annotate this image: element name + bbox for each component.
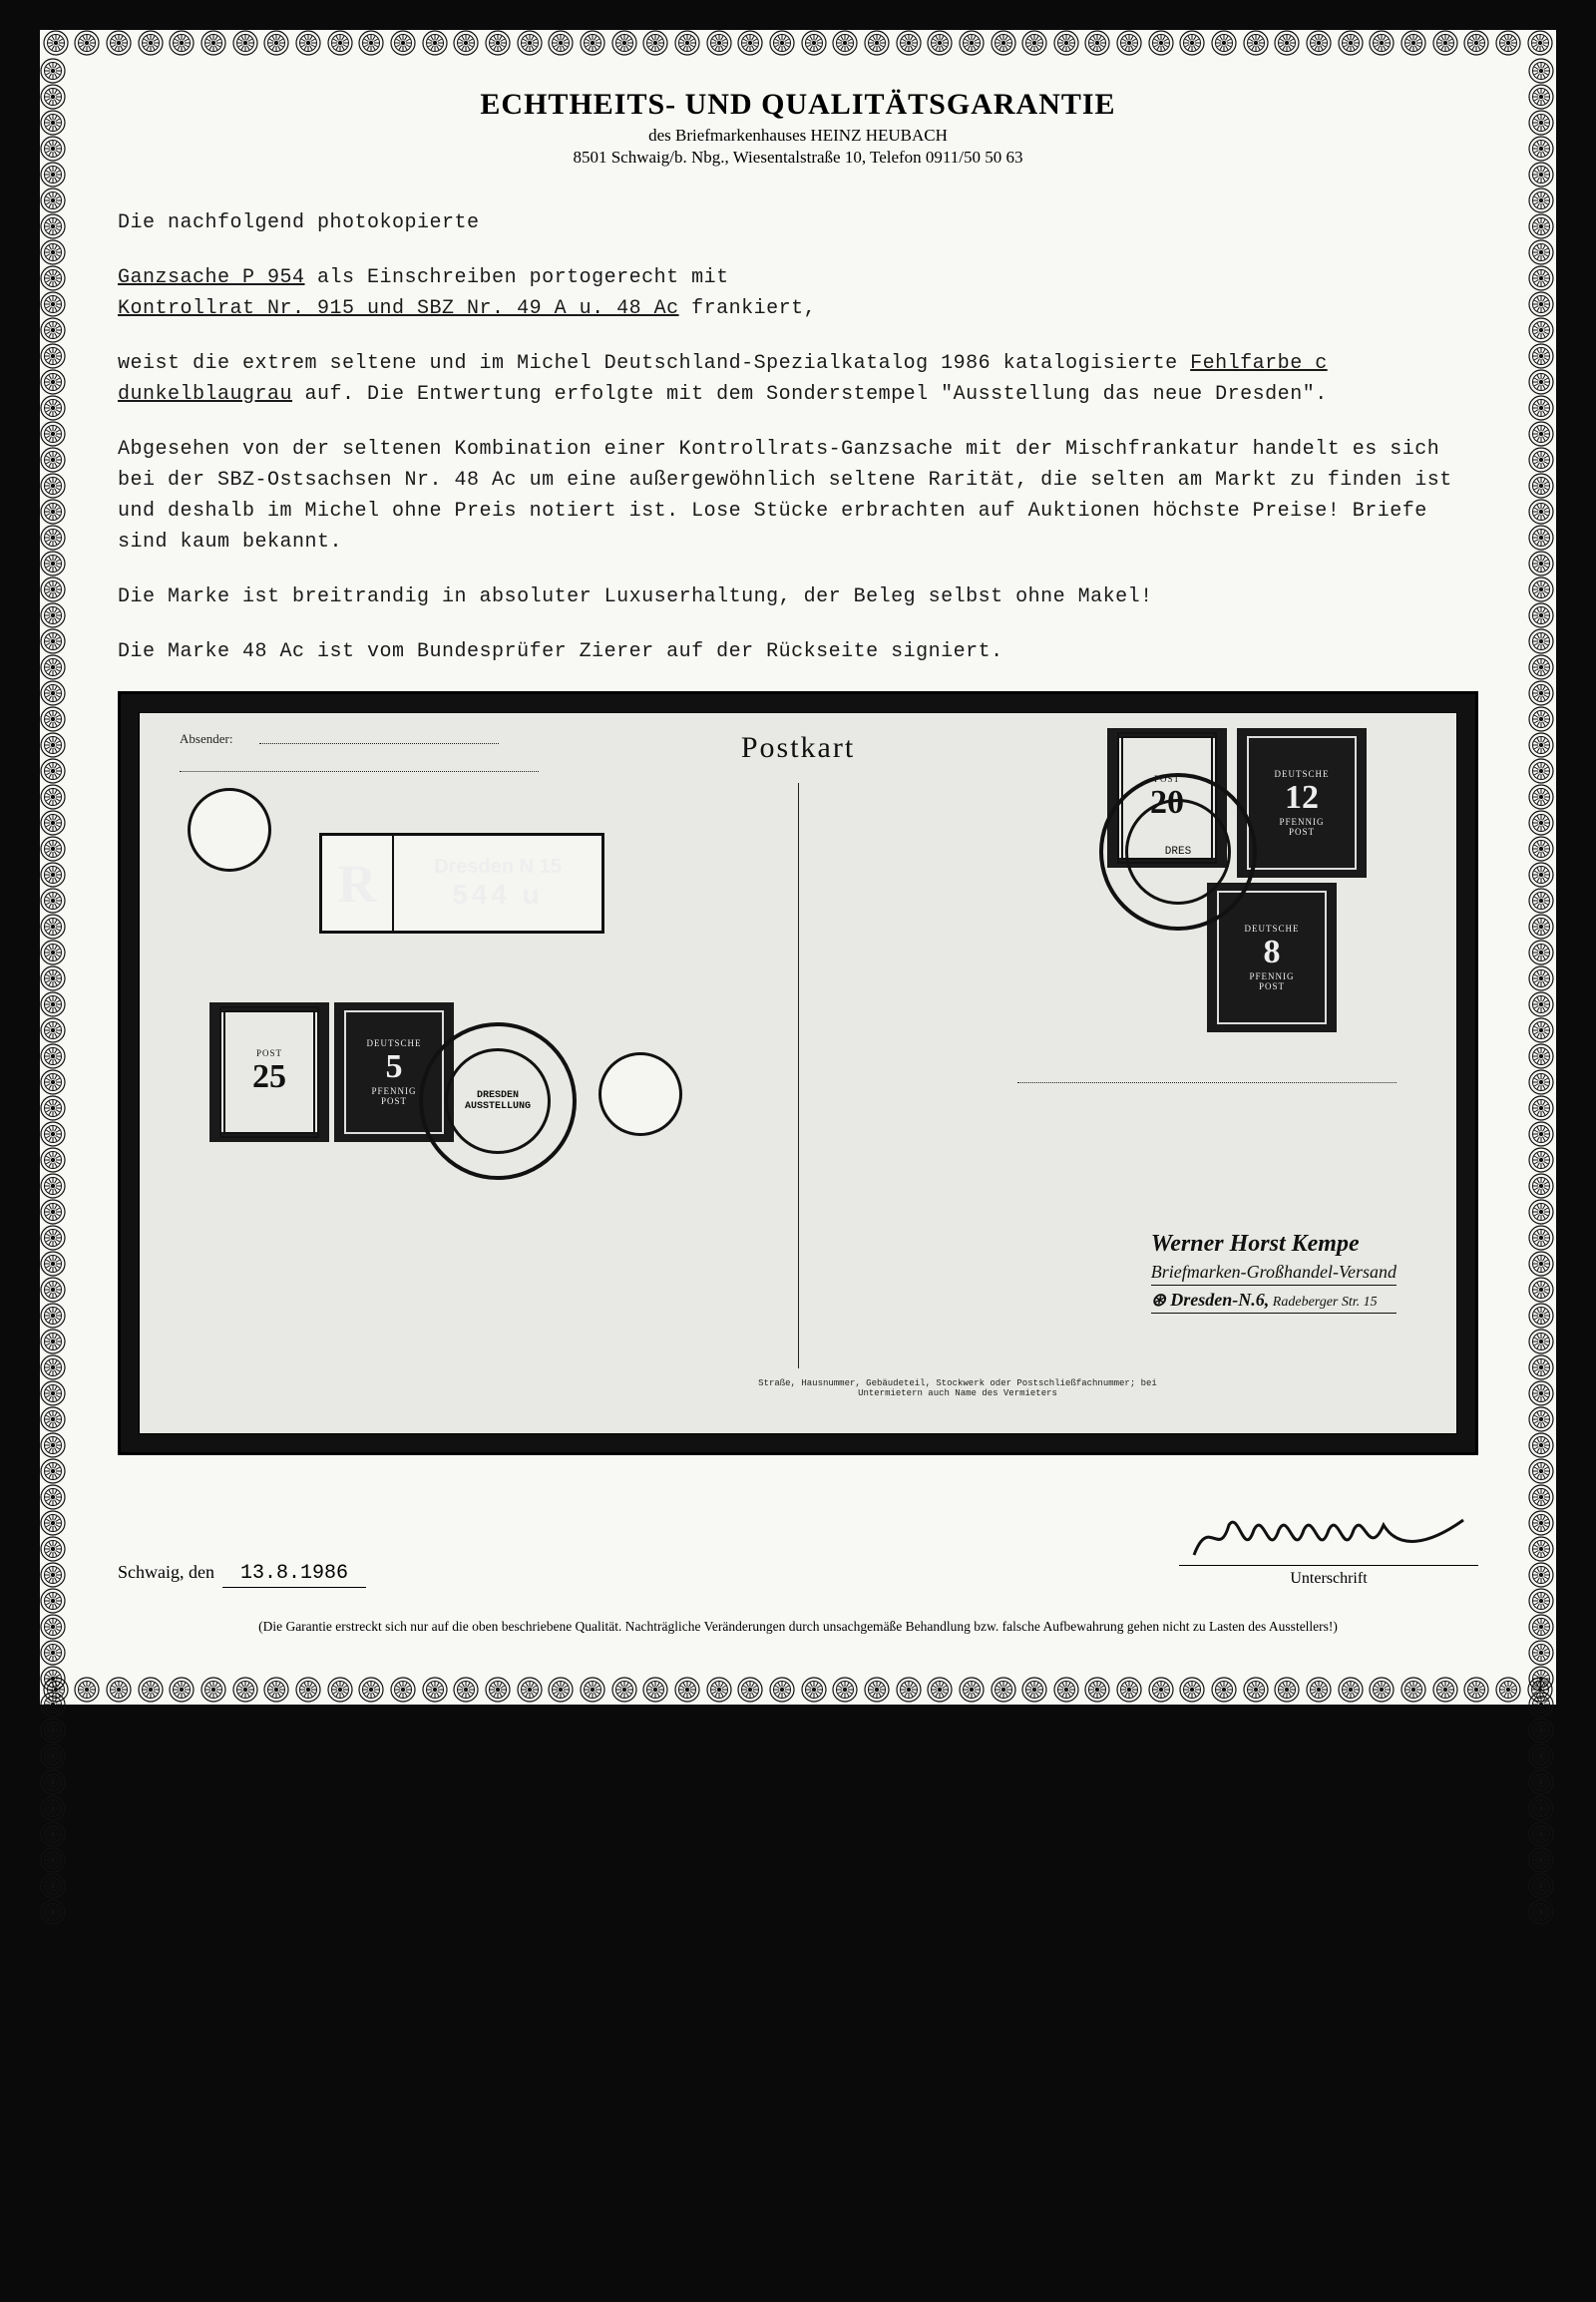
addressee-name: Werner Horst Kempe: [1151, 1231, 1396, 1258]
postmark-1: DRES: [1099, 773, 1257, 931]
signature-date: 13.8.1986: [222, 1562, 366, 1588]
addressee-line1: Briefmarken-Großhandel-Versand: [1151, 1262, 1396, 1286]
signed-paragraph: Die Marke 48 Ac ist vom Bundesprüfer Zie…: [118, 636, 1478, 667]
registration-r: R: [322, 836, 394, 931]
addressee-line2: ⊛ Dresden-N.6, Radeberger Str. 15: [1151, 1290, 1396, 1314]
signature-line: [1179, 1505, 1478, 1566]
certificate-header: ECHTHEITS- UND QUALITÄTSGARANTIE des Bri…: [118, 88, 1478, 168]
certificate-subtitle: des Briefmarkenhauses HEINZ HEUBACH: [118, 126, 1478, 146]
intro-line: Die nachfolgend photokopierte: [118, 207, 1478, 238]
item-description: Ganzsache P 954 als Einschreiben portoge…: [118, 262, 1478, 324]
signature-label: Unterschrift: [1179, 1570, 1478, 1588]
registration-number: 544 u: [452, 879, 544, 911]
postcard-title: Postkart: [741, 731, 855, 765]
signature-row: Schwaig, den 13.8.1986 Unterschrift: [118, 1505, 1478, 1588]
place-label: Schwaig, den: [118, 1562, 214, 1583]
registration-city: Dresden N 15: [434, 856, 562, 879]
divider-line: [798, 783, 799, 1368]
postcard-photocopy: Absender: Postkart R Dresden N 15 544 u: [118, 691, 1478, 1455]
catalog-paragraph: weist die extrem seltene und im Michel D…: [118, 348, 1478, 410]
sender-label: Absender:: [180, 731, 232, 747]
certificate-body: Die nachfolgend photokopierte Ganzsache …: [118, 207, 1478, 667]
postcard-footnote: Straße, Hausnummer, Gebäudeteil, Stockwe…: [758, 1378, 1157, 1398]
postmark-2: DRESDEN AUSSTELLUNG: [419, 1022, 577, 1180]
condition-paragraph: Die Marke ist breitrandig in absoluter L…: [118, 581, 1478, 612]
disclaimer-text: (Die Garantie erstreckt sich nur auf die…: [118, 1618, 1478, 1637]
certificate-frame: ECHTHEITS- UND QUALITÄTSGARANTIE des Bri…: [40, 30, 1556, 1705]
rarity-paragraph: Abgesehen von der seltenen Kombination e…: [118, 434, 1478, 558]
addressee-block: Werner Horst Kempe Briefmarken-Großhande…: [1151, 1231, 1396, 1314]
stamp-25: POST 25: [209, 1002, 329, 1142]
punch-hole-icon: [188, 788, 271, 872]
certificate-title: ECHTHEITS- UND QUALITÄTSGARANTIE: [118, 88, 1478, 122]
punch-hole-icon: [598, 1052, 682, 1136]
signature-scrawl-icon: [1189, 1505, 1468, 1565]
issuer-address: 8501 Schwaig/b. Nbg., Wiesentalstraße 10…: [118, 148, 1478, 168]
registration-label: R Dresden N 15 544 u: [319, 833, 604, 934]
